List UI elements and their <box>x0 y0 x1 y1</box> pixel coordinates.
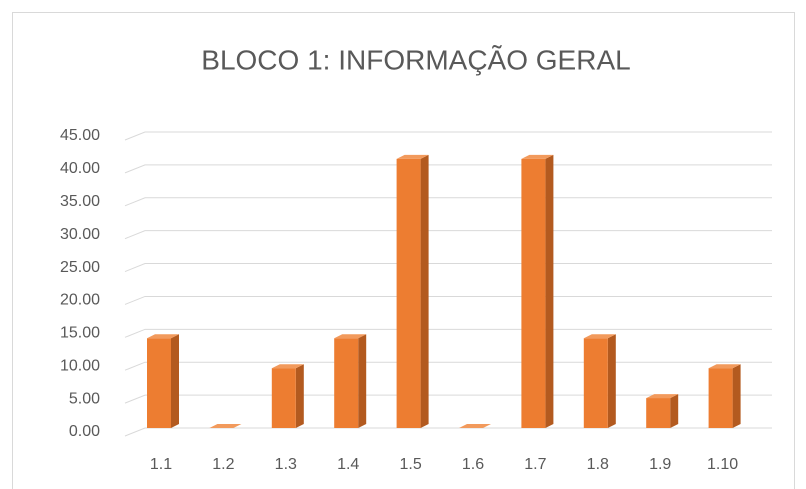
grid-line <box>124 427 772 437</box>
x-tick-label: 1.9 <box>649 456 671 473</box>
x-tick-label: 1.6 <box>462 456 484 473</box>
y-tick-label: 45.00 <box>60 127 100 144</box>
bar-top <box>708 364 741 369</box>
bar <box>147 334 179 428</box>
bar <box>209 424 242 428</box>
bar-side <box>420 154 429 428</box>
y-tick-label: 20.00 <box>60 292 100 309</box>
chart-border <box>12 12 795 489</box>
bar <box>646 394 679 428</box>
bar-side <box>607 334 616 428</box>
x-tick-label: 1.2 <box>212 456 234 473</box>
bar-top <box>521 154 554 159</box>
bar-front <box>147 338 171 428</box>
bar-side <box>670 394 679 428</box>
grid-line <box>124 328 772 338</box>
y-tick-label: 15.00 <box>60 325 100 342</box>
y-tick-label: 10.00 <box>60 357 100 374</box>
bar-top <box>147 334 179 339</box>
grid-line <box>124 394 772 404</box>
chart-title: BLOCO 1: INFORMAÇÃO GERAL <box>201 44 630 75</box>
x-tick-label: 1.4 <box>337 456 359 473</box>
y-tick-label: 25.00 <box>60 259 100 276</box>
bar-top <box>646 394 679 399</box>
bar <box>521 154 554 428</box>
bar-top <box>334 334 367 339</box>
bar-top <box>396 154 429 159</box>
bar-front <box>271 368 296 428</box>
grid-line <box>124 197 772 207</box>
bar <box>334 334 367 428</box>
bar-front <box>521 158 546 428</box>
x-tick-label: 1.7 <box>524 456 546 473</box>
bar-front <box>708 368 733 428</box>
bar-top <box>209 424 242 428</box>
bar-side <box>295 364 304 428</box>
x-tick-label: 1.3 <box>275 456 297 473</box>
x-tick-label: 1.10 <box>707 456 738 473</box>
bar-side <box>545 154 554 428</box>
grid-line <box>124 263 772 273</box>
grid-line <box>124 295 772 305</box>
y-tick-label: 5.00 <box>69 390 100 407</box>
bar-side <box>171 334 179 428</box>
grid-line <box>124 164 772 174</box>
bar-front <box>334 338 359 428</box>
x-tick-label: 1.5 <box>399 456 421 473</box>
bar <box>708 364 741 428</box>
bar-side <box>732 364 741 428</box>
x-tick-label: 1.8 <box>587 456 609 473</box>
grid-line <box>124 131 772 141</box>
y-tick-label: 35.00 <box>60 193 100 210</box>
y-tick-label: 30.00 <box>60 226 100 243</box>
bar-top <box>459 424 491 428</box>
bar <box>396 154 429 428</box>
x-tick-label: 1.1 <box>150 456 172 473</box>
bar-side <box>358 334 367 428</box>
bar-front <box>646 398 671 428</box>
grid-line <box>124 361 772 371</box>
bar-top <box>271 364 304 369</box>
bar <box>583 334 616 428</box>
y-tick-label: 40.00 <box>60 160 100 177</box>
grid-line <box>124 230 772 240</box>
bar <box>271 364 304 428</box>
bar-top <box>583 334 616 339</box>
y-tick-label: 0.00 <box>69 423 100 440</box>
bar <box>459 424 491 428</box>
bar-front <box>583 338 608 428</box>
bar-front <box>396 158 421 428</box>
